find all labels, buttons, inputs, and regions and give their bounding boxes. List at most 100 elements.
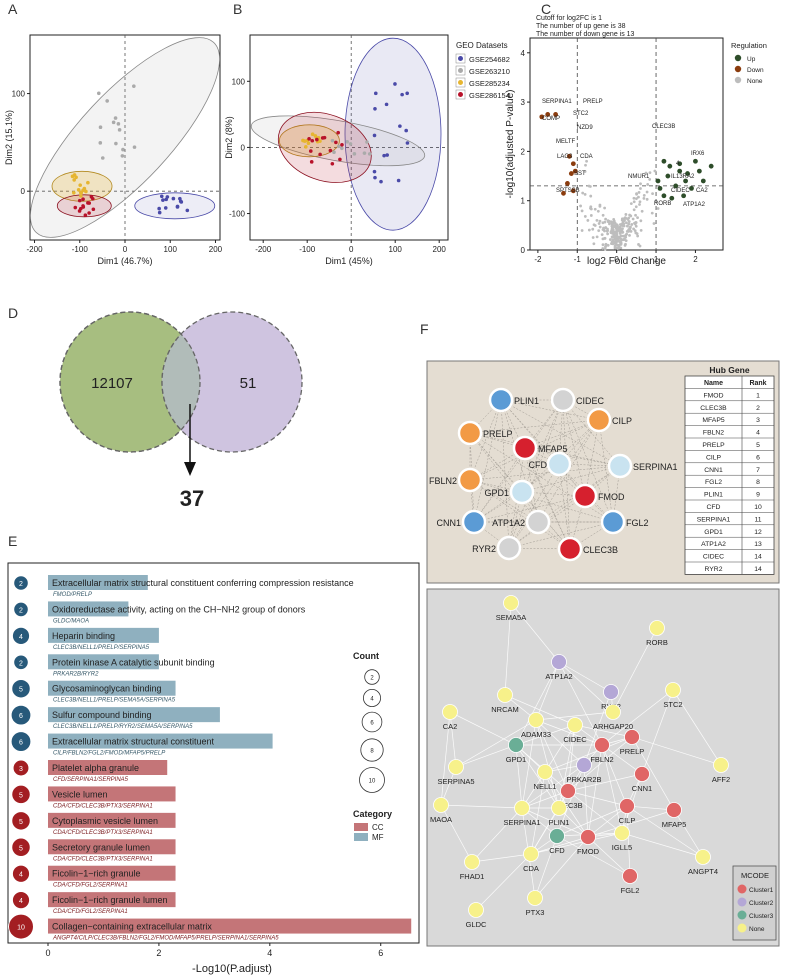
mcode-node-label: FHAD1 (460, 872, 485, 881)
count-bubble-label: 2 (19, 660, 23, 667)
gene-point-none (601, 243, 605, 247)
sample-point (318, 152, 322, 157)
hub-node (600, 509, 626, 535)
pca-plot-a: -200 -100 0 100 200 0 100 Dim1 (46.7%) Dim2 (15.… (4, 34, 223, 266)
mcode-edge (673, 809, 704, 858)
gene-point-none (604, 242, 608, 246)
hub-node (457, 420, 483, 446)
count-legend-label: 8 (370, 749, 374, 755)
mcode-edge (530, 832, 623, 855)
sample-point (161, 198, 165, 202)
mcode-edge (567, 790, 628, 807)
gene-point-none (603, 247, 607, 251)
mcode-edge (471, 853, 532, 863)
hub-table-rank: 11 (754, 516, 761, 523)
sample-point (79, 194, 83, 198)
gene-point-none (606, 232, 610, 236)
down-gene-label: CDA (580, 154, 593, 160)
term-genes: CLEC3B/NELL1/PRELP/SERPINA5 (53, 645, 150, 651)
x-tick-label: 0 (123, 245, 128, 254)
gene-point-none (639, 182, 642, 186)
mcode-node-label: SERPINA1 (503, 818, 540, 827)
gene-point-none (636, 234, 640, 238)
gene-point-none (630, 223, 634, 226)
sample-point (71, 190, 76, 195)
hub-table-rank: 8 (756, 479, 760, 486)
sample-point (320, 136, 325, 140)
x-tick-label: 100 (389, 245, 403, 254)
x-tick-label: 6 (378, 948, 383, 958)
gene-point-none (632, 208, 636, 212)
down-gene-label: PRELP (583, 99, 603, 105)
gene-point-up (655, 178, 661, 184)
mcode-node (523, 846, 539, 862)
term-label: Secretory granule lumen (52, 842, 150, 852)
legend-label: GSE263210 (469, 67, 510, 76)
hub-node-label: MFAP5 (538, 444, 568, 454)
plot-frame (7, 562, 420, 944)
gene-point-none (645, 197, 649, 201)
gene-point-none (614, 242, 618, 246)
mcode-legend-swatch (737, 923, 747, 933)
sample-point (120, 154, 125, 158)
sample-point (132, 84, 136, 88)
gene-point-none (601, 247, 605, 250)
network-edge (521, 491, 571, 550)
hub-table-name: ATP1A2 (701, 541, 726, 548)
gene-point-none (619, 240, 623, 244)
up-gene-label: 4 (676, 161, 680, 167)
count-legend-label: 4 (370, 697, 374, 703)
enrichment-bar-chart: Extracellular matrix structural constitu… (7, 562, 420, 975)
mcode-edge (535, 719, 569, 792)
mcode-edge (530, 807, 560, 855)
gene-point-none (642, 193, 646, 197)
hub-node-label: GPD1 (484, 488, 509, 498)
hub-node-label: CIDEC (576, 396, 605, 406)
mcode-edge (641, 689, 674, 775)
sample-point (328, 148, 333, 153)
ellipse-gse285234 (278, 124, 340, 158)
count-legend-circle (361, 711, 383, 733)
mcode-legend-swatch (737, 910, 747, 920)
count-bubble-label: 5 (19, 845, 23, 852)
gene-point-none (606, 243, 610, 247)
mcode-node (622, 868, 638, 884)
network-edge (469, 432, 475, 523)
mcode-node-label: CNN1 (632, 784, 652, 793)
network-edge (500, 399, 586, 497)
mcode-node-label: MFAP5 (662, 820, 687, 829)
mcode-node (605, 704, 621, 720)
gene-point-up (657, 185, 663, 191)
sample-point (157, 206, 161, 211)
network-edge (500, 399, 539, 523)
term-bar (48, 812, 176, 828)
sample-point (367, 152, 372, 156)
gene-point-none (621, 234, 625, 238)
mcode-edge (515, 661, 560, 746)
sample-point (373, 106, 377, 111)
gene-point-none (634, 213, 637, 217)
hub-node (461, 509, 487, 535)
ellipse-gse263210 (250, 115, 426, 167)
mcode-legend-label: None (749, 926, 765, 933)
hub-node-label: CNN1 (436, 518, 461, 528)
legend-label: Up (747, 56, 756, 63)
mcode-node-label: RORB (646, 638, 668, 647)
gene-point-none (580, 209, 584, 213)
hub-table-name: PRELP (702, 442, 725, 449)
gene-point-none (651, 192, 654, 196)
mcode-node-label: CDA (523, 864, 539, 873)
mcode-node (433, 797, 449, 813)
gene-point-none (620, 238, 624, 242)
gene-point-none (624, 242, 627, 246)
sample-point (373, 91, 378, 96)
mcode-edge (471, 807, 523, 863)
count-bubble (11, 837, 31, 858)
gene-point-up (661, 193, 667, 199)
panel-label-a: A (8, 1, 18, 17)
sample-point (340, 142, 344, 147)
gene-point-none (619, 229, 622, 232)
term-label: Sulfur compound binding (52, 710, 152, 720)
gene-point-none (612, 225, 616, 229)
sample-point (384, 102, 389, 107)
